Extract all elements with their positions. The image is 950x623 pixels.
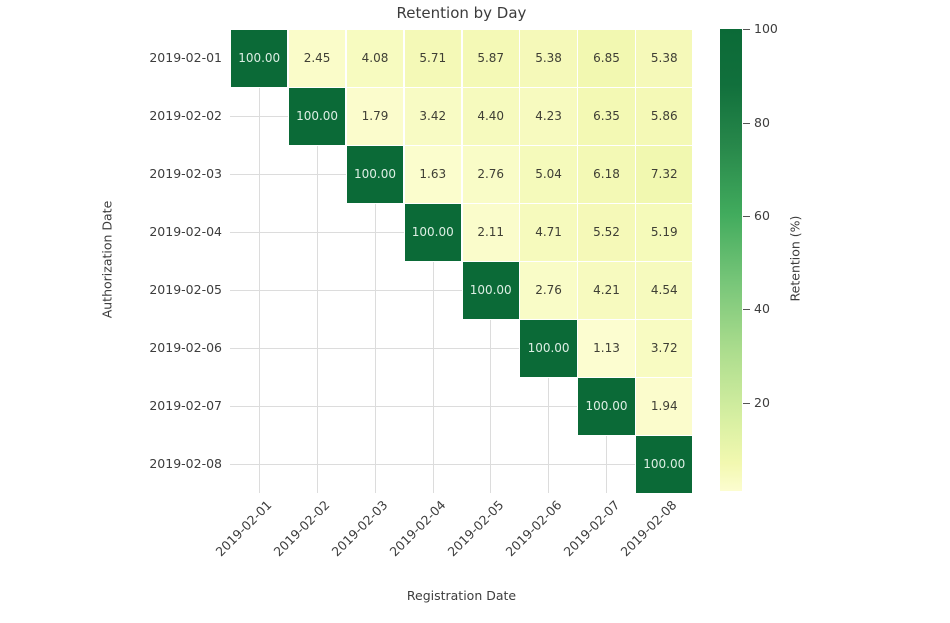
x-tick-label: 2019-02-06 [502,497,565,560]
colorbar-tick-label: 100 [754,21,778,36]
heatmap-cell: 5.87 [461,29,520,88]
vertical-gridline [374,29,376,493]
heatmap-cell: 2.11 [461,203,520,262]
horizontal-gridline [230,406,693,407]
vertical-gridline [258,29,260,493]
heatmap-cell: 4.08 [345,29,405,88]
heatmap-cell: 100.00 [461,261,520,320]
vertical-gridline [316,29,318,493]
heatmap-cell: 100.00 [403,203,462,262]
heatmap-cell: 100.00 [519,319,578,378]
colorbar-tick-label: 60 [754,207,770,223]
x-tick-label: 2019-02-04 [386,497,449,560]
heatmap-cell: 5.71 [403,29,462,88]
x-tick-label: 2019-02-08 [618,497,681,560]
y-axis-title: Authorization Date [99,200,115,319]
heatmap-cell: 1.13 [577,319,636,378]
heatmap-cell: 4.23 [519,87,578,146]
heatmap-cell: 6.18 [577,145,636,204]
horizontal-gridline [230,348,693,349]
heatmap-cell: 5.38 [635,29,694,88]
heatmap-cell: 100.00 [635,435,694,494]
heatmap-cell: 5.86 [635,87,694,146]
colorbar [720,29,742,491]
colorbar-tick-label: 80 [754,114,770,130]
colorbar-tick-label: 40 [754,301,770,317]
y-tick-label: 2019-02-01 [149,50,222,65]
heatmap-cell: 6.85 [577,29,636,88]
colorbar-tick-mark [743,122,750,124]
heatmap-cell: 3.72 [635,319,694,378]
heatmap-cell: 5.52 [577,203,636,262]
heatmap-cell: 1.94 [635,377,694,436]
heatmap-cell: 2.76 [461,145,520,204]
heatmap-cell: 2.76 [519,261,578,320]
heatmap-cell: 1.63 [403,145,462,204]
y-tick-label: 2019-02-06 [149,340,222,355]
heatmap-cell: 6.35 [577,87,636,146]
heatmap-cell: 100.00 [577,377,636,436]
horizontal-gridline [230,464,693,465]
y-tick-label: 2019-02-02 [149,108,222,123]
y-tick-label: 2019-02-08 [149,456,222,471]
colorbar-tick-label: 20 [754,394,770,410]
heatmap-cell: 4.54 [635,261,694,320]
chart-title: Retention by Day [396,4,527,22]
heatmap-cell: 5.38 [519,29,578,88]
heatmap-cell: 4.40 [461,87,520,146]
heatmap-cell: 2.45 [287,29,347,88]
x-tick-label: 2019-02-02 [270,497,333,560]
x-tick-label: 2019-02-07 [560,497,623,560]
x-tick-label: 2019-02-01 [212,497,275,560]
heatmap-cell: 5.04 [519,145,578,204]
y-tick-label: 2019-02-05 [149,282,222,297]
heatmap-cell: 7.32 [635,145,694,204]
colorbar-tick-mark [743,309,750,311]
heatmap-cell: 4.71 [519,203,578,262]
x-tick-label: 2019-02-03 [328,497,391,560]
heatmap-cell: 100.00 [230,29,289,88]
colorbar-title: Retention (%) [787,215,803,302]
colorbar-tick-mark [743,402,750,404]
heatmap-cell: 3.42 [403,87,462,146]
y-tick-label: 2019-02-07 [149,398,222,413]
y-tick-label: 2019-02-03 [149,166,222,181]
colorbar-tick-mark [743,29,750,30]
y-tick-label: 2019-02-04 [149,224,222,239]
x-tick-label: 2019-02-05 [444,497,507,560]
heatmap-cell: 4.21 [577,261,636,320]
heatmap-cell: 1.79 [345,87,405,146]
heatmap-cell: 100.00 [287,87,347,146]
heatmap-cell: 100.00 [345,145,405,204]
colorbar-tick-mark [743,215,750,217]
x-axis-title: Registration Date [406,588,517,603]
heatmap-cell: 5.19 [635,203,694,262]
